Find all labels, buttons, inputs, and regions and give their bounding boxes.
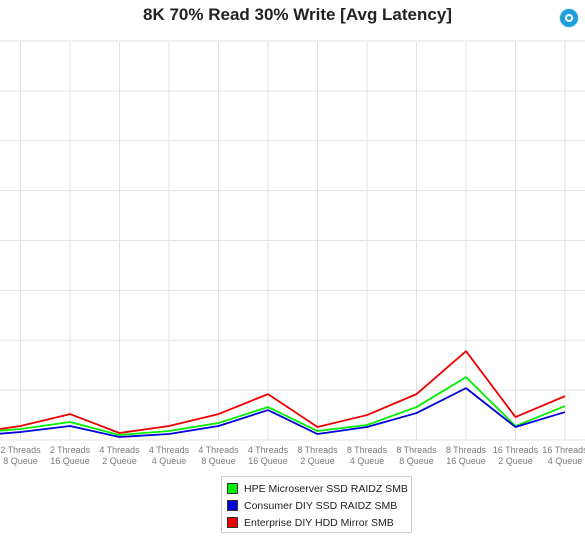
x-tick-label: 8 Threads 4 Queue	[347, 445, 388, 466]
x-tick-label: 8 Threads 8 Queue	[396, 445, 437, 466]
x-tick-label: 16 Threads 2 Queue	[493, 445, 539, 466]
legend-item[interactable]: Enterprise DIY HDD Mirror SMB	[227, 514, 411, 531]
x-tick-label: 4 Threads 2 Queue	[99, 445, 140, 466]
legend-swatch-consumer	[227, 500, 238, 511]
legend-item[interactable]: Consumer DIY SSD RAIDZ SMB	[227, 497, 411, 514]
legend-item[interactable]: HPE Microserver SSD RAIDZ SMB	[227, 480, 411, 497]
chart-title: 8K 70% Read 30% Write [Avg Latency]	[143, 5, 452, 24]
series-lines	[0, 350, 566, 438]
x-tick-label: 8 Threads 2 Queue	[297, 445, 338, 466]
x-tick-label: 2 Threads 8 Queue	[0, 445, 41, 466]
legend-label-consumer: Consumer DIY SSD RAIDZ SMB	[244, 499, 398, 512]
series-line[interactable]	[0, 350, 566, 434]
legend: HPE Microserver SSD RAIDZ SMB Consumer D…	[221, 476, 412, 533]
legend-label-hpe: HPE Microserver SSD RAIDZ SMB	[244, 482, 408, 495]
legend-label-enterprise: Enterprise DIY HDD Mirror SMB	[244, 516, 394, 529]
x-tick-label: 8 Threads 16 Queue	[446, 445, 487, 466]
x-tick-label: 4 Threads 16 Queue	[248, 445, 289, 466]
x-tick-label: 4 Threads 8 Queue	[198, 445, 239, 466]
x-tick-label: 4 Threads 4 Queue	[149, 445, 190, 466]
x-tick-label: 16 Threads 4 Queue	[542, 445, 585, 466]
legend-swatch-hpe	[227, 483, 238, 494]
grid-lines	[0, 40, 585, 441]
series-line[interactable]	[0, 376, 566, 436]
x-tick-label: 2 Threads 16 Queue	[50, 445, 91, 466]
series-line[interactable]	[0, 387, 566, 438]
location-pin-icon[interactable]	[560, 9, 578, 27]
legend-swatch-enterprise	[227, 517, 238, 528]
